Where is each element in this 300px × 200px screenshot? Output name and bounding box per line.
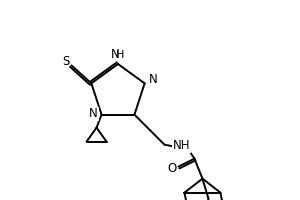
Text: N: N [89, 107, 98, 120]
Text: O: O [168, 162, 177, 175]
Text: N: N [111, 48, 119, 62]
Text: NH: NH [173, 139, 190, 152]
Text: N: N [149, 73, 158, 86]
Text: S: S [63, 55, 70, 68]
Text: H: H [116, 50, 124, 60]
